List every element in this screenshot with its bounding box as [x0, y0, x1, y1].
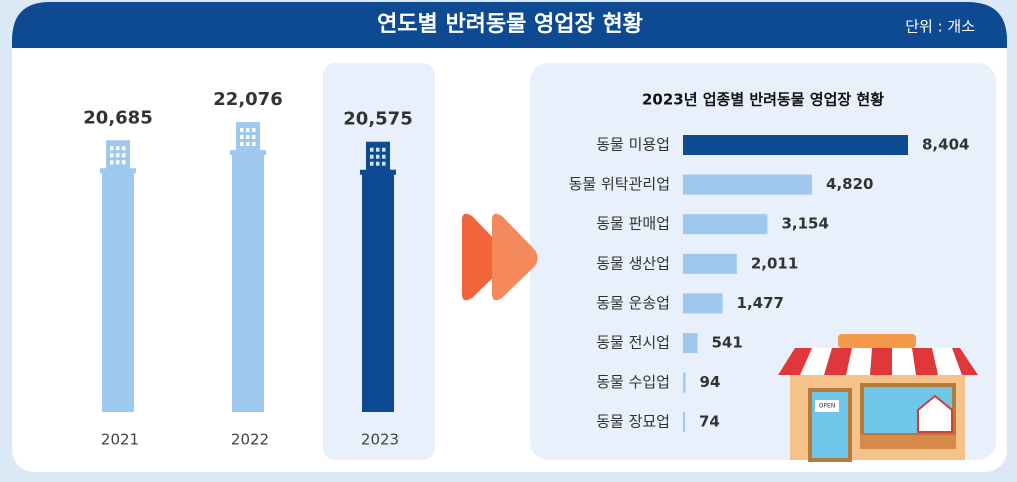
value-label: 8,404 [922, 136, 969, 154]
window [370, 161, 374, 166]
shop-illustration: OPEN [778, 334, 978, 462]
window [240, 128, 244, 132]
window [376, 161, 380, 166]
value-label: 20,685 [83, 107, 152, 128]
category-label: 동물 위탁관리업 [569, 175, 670, 193]
window [246, 142, 250, 146]
svg-text:OPEN: OPEN [819, 403, 836, 410]
bar [102, 170, 134, 412]
bar [232, 152, 264, 412]
building-ledge [230, 150, 266, 155]
value-label: 94 [700, 373, 721, 391]
value-label: 20,575 [343, 109, 412, 130]
window [376, 147, 380, 152]
window [240, 135, 244, 139]
x-tick-label: 2022 [231, 431, 269, 449]
value-label: 541 [711, 334, 742, 352]
window [122, 153, 126, 158]
window [122, 160, 126, 165]
arrow-icon [462, 213, 538, 301]
value-label: 1,477 [737, 294, 784, 312]
value-label: 22,076 [213, 89, 282, 110]
bar [362, 171, 394, 412]
bar [683, 293, 723, 314]
window [246, 128, 250, 132]
category-label: 동물 수입업 [596, 373, 670, 391]
category-label: 동물 미용업 [596, 136, 670, 154]
value-label: 4,820 [826, 175, 873, 193]
window [110, 153, 114, 158]
window [252, 142, 256, 146]
x-tick-label: 2021 [101, 431, 139, 449]
bar [683, 253, 737, 274]
window [110, 160, 114, 165]
window [246, 135, 250, 139]
building-ledge [360, 169, 396, 175]
bar [683, 174, 813, 195]
bar [683, 372, 686, 393]
unit: 단위 : 개소 [905, 18, 975, 36]
window [110, 146, 114, 151]
window [252, 135, 256, 139]
x-tick-label: 2023 [361, 431, 399, 449]
category-label: 동물 운송업 [596, 294, 670, 312]
bar [683, 333, 698, 353]
category-label: 동물 장묘업 [596, 413, 670, 431]
title: 연도별 반려동물 영업장 현황 [377, 12, 643, 37]
bar [683, 214, 768, 235]
header-bar [12, 2, 1007, 48]
building-ledge [100, 168, 136, 174]
category-label: 동물 전시업 [596, 334, 670, 352]
window [252, 128, 256, 132]
value-label: 3,154 [781, 215, 828, 233]
window [382, 154, 386, 159]
window [116, 146, 120, 151]
window [116, 153, 120, 158]
bar [683, 135, 908, 155]
value-label: 2,011 [751, 254, 798, 272]
window [116, 160, 120, 165]
window [382, 147, 386, 152]
window [240, 142, 244, 146]
sub-title: 2023년 업종별 반려동물 영업장 현황 [642, 91, 884, 109]
value-label: 74 [699, 413, 720, 431]
window [370, 147, 374, 152]
window [376, 154, 380, 159]
window [382, 161, 386, 166]
window [122, 146, 126, 151]
window [370, 154, 374, 159]
category-label: 동물 생산업 [596, 254, 670, 272]
category-label: 동물 판매업 [596, 215, 670, 233]
bar [683, 412, 685, 433]
